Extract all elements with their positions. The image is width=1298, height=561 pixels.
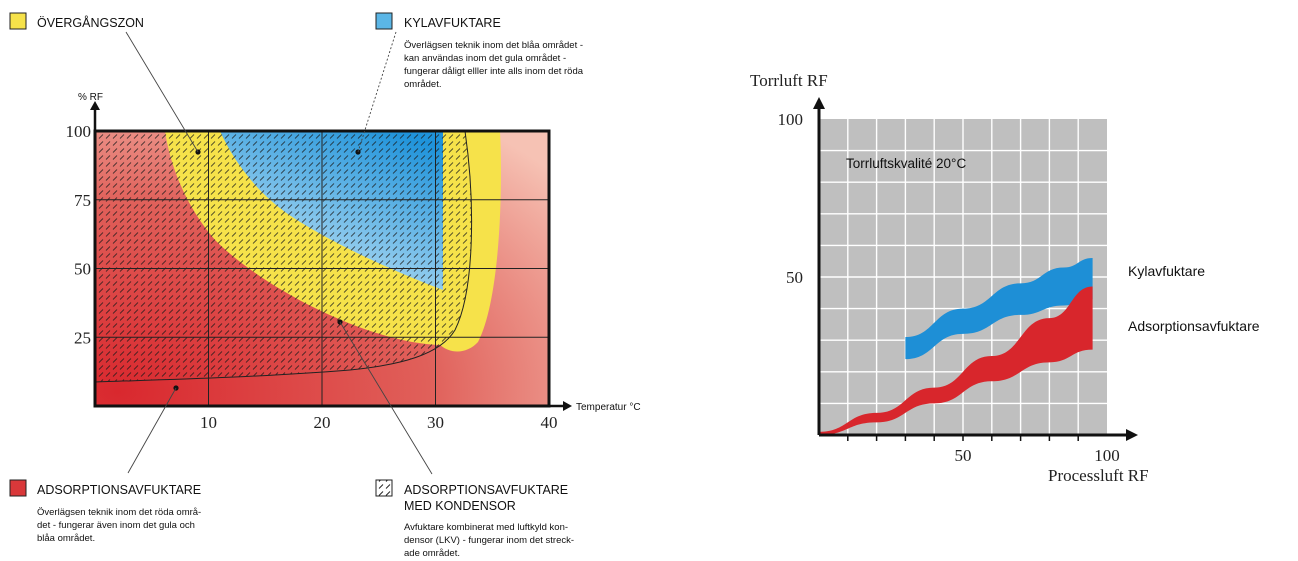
legend-desc-line: blåa området.	[37, 533, 95, 544]
x-tick-label: 50	[955, 446, 972, 465]
legend-swatch-yellow	[9, 12, 27, 30]
legend-desc-line: ade området.	[404, 548, 460, 559]
legend-swatch-hatched	[375, 479, 393, 497]
legend-title: KYLAVFUKTARE	[404, 16, 501, 30]
legend-desc-line: området.	[404, 79, 442, 90]
y-tick-label: 25	[74, 328, 91, 347]
y-tick-label: 50	[74, 260, 91, 279]
legend-swatch-blue	[375, 12, 393, 30]
legend-swatch-red	[9, 479, 27, 497]
legend-desc-line: Överlägsen teknik inom det röda områ-	[37, 507, 201, 518]
legend-desc-line: kan användas inom det gula området -	[404, 53, 566, 64]
y-tick-label: 50	[786, 268, 803, 287]
band-adsorptionsavfuktare	[819, 286, 1093, 435]
leader-kylavfuktare	[357, 31, 397, 153]
x-tick-label: 30	[427, 413, 444, 432]
y-tick-label: 100	[66, 122, 92, 141]
x-tick-label: 20	[314, 413, 331, 432]
x-tick-label: 40	[541, 413, 558, 432]
x-axis-label: Processluft RF	[1048, 466, 1149, 485]
legend-desc-line: densor (LKV) - fungerar inom det streck-	[404, 535, 574, 546]
grid	[95, 131, 549, 406]
y-axis-arrow	[90, 101, 100, 110]
axes: Kylavfuktare Adsorptionsavfuktare 50 100 50 1…	[750, 71, 1260, 485]
leader-adsorption	[127, 387, 177, 474]
legend-adsorption: ADSORPTIONSAVFUKTARE Överlägsen teknik i…	[9, 479, 201, 544]
x-axis-label: Temperatur °C	[576, 402, 641, 413]
y-axis-arrow	[813, 97, 825, 109]
chart-title: Torrluftskvalité 20°C	[846, 156, 966, 171]
legend-desc-line: Överlägsen teknik inom det blåa området …	[404, 40, 583, 51]
leader-overgangszon	[125, 31, 199, 153]
legend-title: ÖVERGÅNGSZON	[37, 15, 144, 30]
y-tick-label: 75	[74, 191, 91, 210]
legend-desc-line: det - fungerar även inom det gula och	[37, 520, 195, 531]
legend-kondensor: ADSORPTIONSAVFUKTARE MED KONDENSOR Avfuk…	[375, 479, 574, 559]
series-bands	[819, 258, 1093, 435]
hatched-zone-border	[95, 131, 473, 383]
y-axis-label: Torrluft RF	[750, 71, 828, 90]
series-label-kylavfuktare: Kylavfuktare	[1128, 263, 1205, 279]
band-kylavfuktare	[905, 258, 1093, 360]
legend-title: ADSORPTIONSAVFUKTARE	[404, 483, 568, 497]
legend-overgangszon: ÖVERGÅNGSZON	[9, 12, 144, 30]
legend-title-line2: MED KONDENSOR	[404, 499, 516, 513]
legend-desc-line: fungerar dåligt elller inte alls inom de…	[404, 66, 584, 77]
x-tick-label: 10	[200, 413, 217, 432]
x-axis-arrow	[563, 401, 572, 411]
axes: 10 20 30 40 25 50 75 100 Temperatur °C % RF	[66, 92, 641, 432]
x-tick-label: 100	[1094, 446, 1120, 465]
hatched-zone	[95, 131, 472, 382]
series-label-adsorption: Adsorptionsavfuktare	[1128, 318, 1260, 334]
legend-kylavfuktare: KYLAVFUKTARE Överlägsen teknik inom det …	[375, 12, 584, 90]
legend-title: ADSORPTIONSAVFUKTARE	[37, 483, 201, 497]
x-axis-arrow	[1126, 429, 1138, 441]
quality-chart: Kylavfuktare Adsorptionsavfuktare 50 100 50 1…	[750, 71, 1260, 485]
leader-kondensor	[339, 321, 433, 475]
zone-chart: 10 20 30 40 25 50 75 100 Temperatur °C % RF	[66, 31, 641, 475]
y-axis-label: % RF	[78, 92, 103, 103]
legend-desc-line: Avfuktare kombinerat med luftkyld kon-	[404, 522, 568, 533]
y-tick-label: 100	[778, 110, 804, 129]
